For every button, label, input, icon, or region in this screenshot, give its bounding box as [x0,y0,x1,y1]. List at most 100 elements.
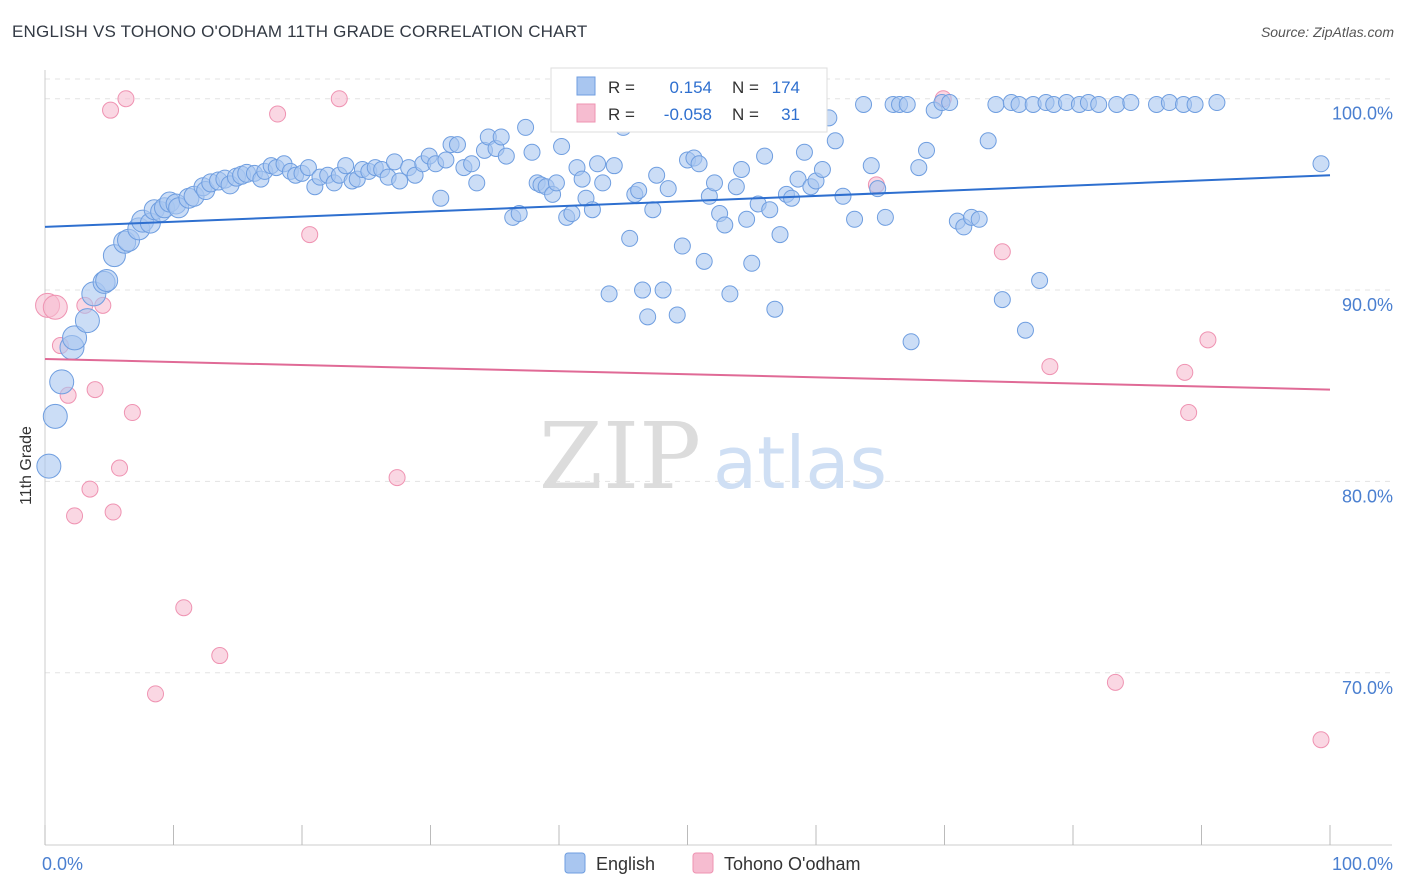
english-point [898,95,916,113]
english-point [95,268,119,292]
english-point [634,281,652,299]
english-point [563,205,581,223]
english-point [654,281,672,299]
english-swatch [576,76,596,96]
x-tick-label-min: 0.0% [42,854,83,874]
english-point [659,180,677,198]
tohono-point [301,226,319,244]
tohono-point [111,459,129,477]
watermark-zip: ZIP [539,403,701,510]
english-point [517,118,535,136]
english-point [918,141,936,159]
english-point [756,147,774,165]
tohono-point [993,243,1011,261]
english-point [987,95,1005,113]
english-n-value: 174 [772,78,800,97]
legend-tohono-label: Tohono O'odham [724,854,861,874]
tohono-point [330,90,348,108]
english-point [721,285,739,303]
english-point [497,147,515,165]
tohono-point [147,685,165,703]
english-point [1108,95,1126,113]
legend-english-swatch [564,852,586,874]
english-point [386,153,404,171]
tohono-point [86,381,104,399]
tohono-trendline [44,357,1331,391]
english-point [74,308,100,334]
english-point [862,157,880,175]
english-point [690,155,708,173]
english-point [876,208,894,226]
tohono-point [388,469,406,487]
english-r-value: 0.154 [669,78,712,97]
english-point [727,178,745,196]
english-point [1016,321,1034,339]
tohono-point [117,90,135,108]
english-point [630,182,648,200]
english-point [448,136,466,154]
english-point [299,159,317,177]
tohono-point [1176,363,1194,381]
english-point [813,161,831,179]
english-point [644,201,662,219]
english-point [834,187,852,205]
english-point [523,143,541,161]
tohono-point [1199,331,1217,349]
tohono-point [81,480,99,498]
tohono-point [1106,673,1124,691]
english-point [1208,94,1226,112]
english-point [1312,155,1330,173]
english-point [573,170,591,188]
english-point [391,172,409,190]
english-point [716,216,734,234]
english-point [468,174,486,192]
english-n-label: N = [732,78,759,97]
x-tick-label-max: 100.0% [1332,854,1393,874]
english-point [789,170,807,188]
english-point [795,143,813,161]
english-point [910,159,928,177]
english-point [437,151,455,169]
tohono-point [269,105,287,123]
english-point [705,174,723,192]
english-point [589,155,607,173]
english-point [510,205,528,223]
english-point [553,138,571,156]
english-point [743,254,761,272]
tohono-point [1312,731,1330,749]
tohono-point [1041,358,1059,376]
english-point [673,237,691,255]
english-point [605,157,623,175]
english-point [1010,95,1028,113]
y-tick-label: 90.0% [1342,295,1393,315]
tohono-point [1180,404,1198,422]
english-point [49,369,75,395]
watermark-atlas: atlas [713,421,887,505]
legend-english-label: English [596,854,655,874]
source-label: Source: ZipAtlas.com [1260,24,1394,40]
english-point [979,132,997,150]
tohono-r-label: R = [608,105,635,124]
english-point [783,189,801,207]
tohono-point [104,503,122,521]
english-point [993,291,1011,309]
english-point [826,132,844,150]
english-point [492,128,510,146]
english-point [600,285,618,303]
english-point [463,155,481,173]
tohono-swatch [576,103,596,123]
y-tick-label: 100.0% [1332,104,1393,124]
tohono-n-value: 31 [781,105,800,124]
english-point [771,226,789,244]
english-points [36,94,1330,479]
tohono-point [175,599,193,617]
tick-labels: 70.0% 80.0% 90.0% 100.0% 0.0% 100.0% [42,104,1393,874]
english-point [1122,94,1140,112]
english-point [738,210,756,228]
tohono-n-label: N = [732,105,759,124]
english-point [668,306,686,324]
english-r-label: R = [608,78,635,97]
english-point [42,403,68,429]
english-point [855,95,873,113]
